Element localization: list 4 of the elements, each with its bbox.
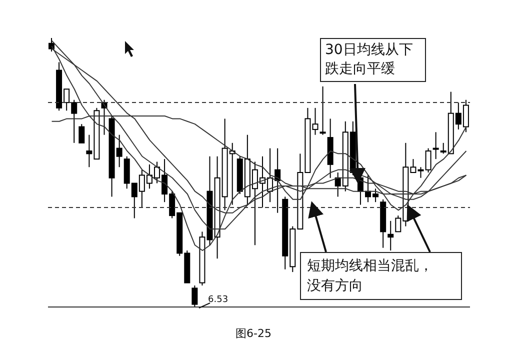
caption: 图6-25 [234, 326, 272, 341]
callout-box: 30日均线从下跌走向平缓 [320, 38, 426, 82]
annotation: 6.53 [208, 295, 228, 305]
callout-box: 短期均线相当混乱，没有方向 [300, 252, 462, 300]
